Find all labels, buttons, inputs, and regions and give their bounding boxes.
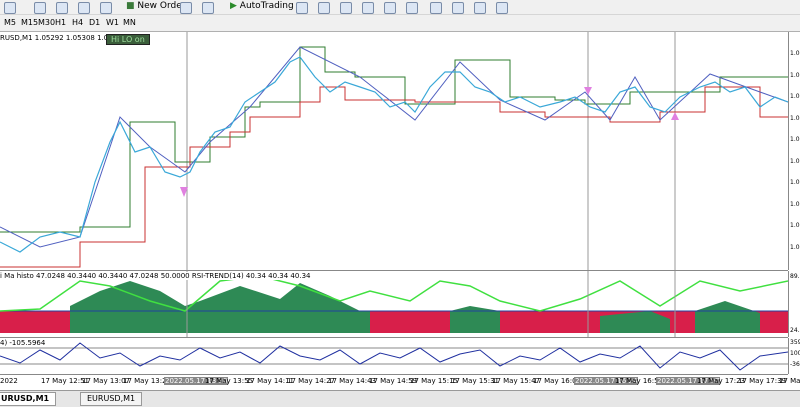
- price-label: 1.0: [790, 93, 800, 100]
- icon[interactable]: [202, 2, 214, 14]
- icon[interactable]: [384, 2, 396, 14]
- indicator2-axis: 359 100 -367: [788, 338, 800, 374]
- time-label: 17 May 13:23: [123, 377, 172, 385]
- time-label: 17 May 15:47: [492, 377, 541, 385]
- time-label: 2022: [0, 377, 18, 385]
- icon[interactable]: [78, 2, 90, 14]
- time-label: 17 May 14:11: [246, 377, 295, 385]
- price-label: 1.0: [790, 179, 800, 186]
- label: New Order: [137, 1, 186, 11]
- price-label: 1.0: [790, 50, 800, 57]
- time-label: 17 May 12:51: [41, 377, 90, 385]
- time-label: 17 May 15:31: [451, 377, 500, 385]
- indicator2-pane: 4) -105.5964: [0, 338, 788, 375]
- axis-label: 24.5: [790, 327, 800, 334]
- zigzag: [0, 46, 788, 248]
- price-label: 1.0: [790, 71, 800, 79]
- time-label: 17 May 16:03: [533, 377, 582, 385]
- timeframe-button[interactable]: M15: [21, 18, 39, 27]
- chart-tab[interactable]: URUSD,M1: [0, 392, 57, 406]
- chart-tab[interactable]: EURUSD,M1: [80, 392, 143, 406]
- icon[interactable]: [362, 2, 374, 14]
- new-order-button[interactable]: ■ New Order: [126, 1, 186, 11]
- histogram: [0, 271, 788, 337]
- price-label: 1.0: [790, 136, 800, 143]
- timeframe-button[interactable]: MN: [123, 18, 136, 27]
- price-pane: RUSD,M1 1.05292 1.05308 1.05291 1.05 Hi …: [0, 32, 788, 271]
- time-label: 17 May 14:27: [287, 377, 336, 385]
- time-label: 2022.05.17 16:24: [574, 377, 639, 385]
- icon[interactable]: [4, 2, 16, 14]
- indicator-label: 4) -105.5964: [0, 339, 46, 347]
- time-label: 17 May 17:5: [779, 377, 800, 385]
- price-label: 1.0: [790, 157, 800, 165]
- time-label: 17 May 13:07: [82, 377, 131, 385]
- time-label: 17 May 15:15: [410, 377, 459, 385]
- arrow: [671, 112, 679, 120]
- icon[interactable]: [318, 2, 330, 14]
- axis-label: -367: [790, 361, 800, 368]
- arrow: [584, 87, 592, 95]
- time-label: 17 May 14:43: [328, 377, 377, 385]
- timeframe-toolbar: M5 M15 M30 H1 H4 D1 W1 MN: [0, 15, 800, 32]
- label: AutoTrading: [239, 1, 294, 11]
- autotrading-button[interactable]: ▶ AutoTrading: [230, 1, 294, 11]
- timeframe-button[interactable]: W1: [106, 18, 119, 27]
- chart-tabs: URUSD,M1 EURUSD,M1: [0, 390, 800, 407]
- chart-header: RUSD,M1 1.05292 1.05308 1.05291 1.05: [0, 34, 144, 42]
- icon[interactable]: [180, 2, 192, 14]
- lo-line: [0, 86, 788, 268]
- icon[interactable]: [474, 2, 486, 14]
- icon[interactable]: [56, 2, 68, 14]
- indicator-label: i Ma histo 47.0248 40.3440 40.3440 47.02…: [0, 272, 311, 280]
- timeframe-button[interactable]: H4: [72, 18, 84, 27]
- time-label: 17 May 13:55: [205, 377, 254, 385]
- icon[interactable]: [406, 2, 418, 14]
- time-axis: 2022 17 May 12:51 17 May 13:07 17 May 13:23…: [0, 375, 800, 389]
- price-line: [0, 56, 788, 253]
- timeframe-button[interactable]: M5: [4, 18, 16, 27]
- price-axis: 1.0 1.0 1.0 1.0 1.0 1.0 1.0 1.0 1.0 1.0: [788, 32, 800, 270]
- price-label: 1.0: [790, 114, 800, 122]
- time-label: 17 May 17:39: [738, 377, 787, 385]
- indicator1-axis: 89.7 24.5: [788, 271, 800, 337]
- icon[interactable]: [496, 2, 508, 14]
- timeframe-button[interactable]: H1: [55, 18, 67, 27]
- icon[interactable]: [296, 2, 308, 14]
- price-label: 1.0: [790, 200, 800, 208]
- time-label: 17 May 14:59: [369, 377, 418, 385]
- timeframe-button[interactable]: M30: [38, 18, 56, 27]
- axis-label: 359: [790, 339, 800, 346]
- rsi-line: [0, 275, 788, 312]
- time-label: 17 May 16:51: [615, 377, 664, 385]
- icon[interactable]: [100, 2, 112, 14]
- time-label: 2022.05.17 17:07: [656, 377, 721, 385]
- axis-label: 89.7: [790, 273, 800, 280]
- indicator1-pane: i Ma histo 47.0248 40.3440 40.3440 47.02…: [0, 271, 788, 338]
- hilo-button[interactable]: Hi LO on: [106, 34, 150, 45]
- icon[interactable]: [452, 2, 464, 14]
- time-label: 2022.05.17 13:30: [164, 377, 229, 385]
- arrow: [180, 187, 188, 197]
- area: [70, 281, 760, 333]
- time-label: 17 May 17:23: [697, 377, 746, 385]
- oscillator: [0, 342, 788, 371]
- price-chart: [0, 32, 788, 270]
- hi-line: [0, 46, 788, 233]
- price-label: 1.0: [790, 222, 800, 229]
- icon[interactable]: [430, 2, 442, 14]
- price-label: 1.0: [790, 243, 800, 251]
- icon[interactable]: [340, 2, 352, 14]
- toolbar: ■ New Order ▶ AutoTrading: [0, 0, 800, 15]
- icon[interactable]: [34, 2, 46, 14]
- axis-label: 100: [790, 350, 800, 357]
- timeframe-button[interactable]: D1: [89, 18, 101, 27]
- cci-line: [0, 342, 788, 371]
